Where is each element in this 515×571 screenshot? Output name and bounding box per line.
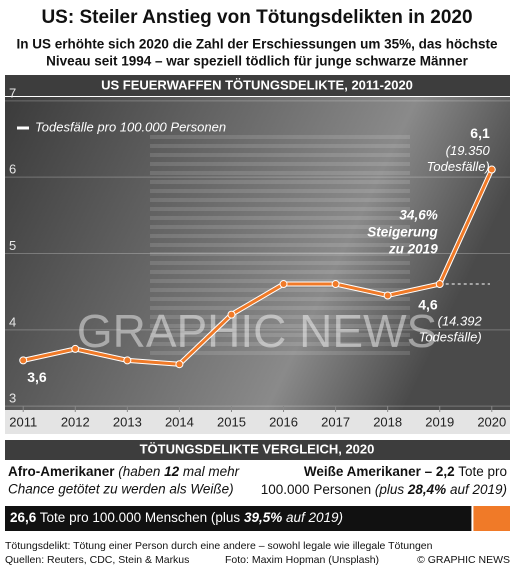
point [123, 356, 132, 365]
watermark: GRAPHIC NEWS [77, 305, 437, 357]
line [22, 168, 494, 366]
x-tick-label: 2018 [373, 414, 402, 429]
x-tick-label: 2012 [61, 414, 90, 429]
value-label: 4,6 [418, 297, 438, 313]
copyright: © GRAPHIC NEWS [417, 554, 510, 566]
section-header [5, 75, 510, 96]
annotation: zu 2019 [388, 242, 438, 257]
chart-title: US FEUERWAFFEN TÖTUNGSDELIKTE, 2011-2020 [101, 77, 413, 92]
point [435, 280, 444, 289]
annotation: (14.392 [438, 313, 483, 328]
annotation: Todesfälle) [419, 329, 482, 344]
photo-credit: Foto: Maxim Hopman (Unsplash) [225, 554, 379, 566]
annotation: 34,6% [399, 208, 437, 223]
comparison-bar [5, 506, 510, 531]
point [175, 360, 184, 369]
plot: GRAPHIC NEWS 3 4 5 6 7 2011 2012 2013 2014 2015 201… [5, 85, 510, 429]
annotation: Steigerung [367, 225, 438, 240]
group-note: 100.000 Personen (plus 28,4% auf 2019) [261, 482, 507, 497]
y-tick-label: 7 [9, 85, 16, 100]
group-note: Chance getötet zu werden als Weiße) [8, 482, 234, 497]
bar-segment [473, 506, 510, 531]
point [71, 344, 80, 353]
x-tick-label: 2014 [165, 414, 194, 429]
footnote: Tötungsdelikt: Tötung einer Person durch… [5, 540, 433, 552]
x-tick-label: 2013 [113, 414, 142, 429]
y-axis-label: Todesfälle pro 100.000 Personen [35, 119, 226, 134]
x-tick-label: 2015 [217, 414, 246, 429]
annotation: (19.350 [446, 143, 491, 158]
group-label: Weiße Amerikaner – 2,2 Tote pro [304, 464, 507, 479]
x-tick-label: 2011 [9, 414, 37, 429]
bar-segment [5, 506, 472, 531]
point [19, 356, 28, 365]
sources: Quellen: Reuters, CDC, Stein & Markus [5, 554, 189, 566]
section-header [5, 440, 510, 460]
title: US: Steiler Anstieg von Tötungsdelikten … [41, 7, 472, 28]
x-axis-band [5, 410, 510, 434]
group-label: Afro-Amerikaner (haben 12 mal mehr [8, 464, 240, 479]
y-tick-label: 4 [9, 314, 16, 329]
photo-blinds [150, 130, 410, 360]
value-label: 3,6 [27, 369, 47, 385]
value-label: 6,1 [470, 125, 490, 141]
point [487, 165, 496, 174]
annotation: Todesfälle) [427, 159, 490, 174]
point [279, 280, 288, 289]
point [383, 291, 392, 300]
point [331, 280, 340, 289]
x-tick-label: 2016 [269, 414, 298, 429]
y-tick-label: 6 [9, 162, 16, 177]
x-tick-label: 2020 [477, 414, 506, 429]
x-tick-label: 2017 [321, 414, 350, 429]
x-tick-label: 2019 [425, 414, 454, 429]
y-tick-label: 5 [9, 238, 16, 253]
subtitle: In US erhöhte sich 2020 die Zahl der Ers… [17, 37, 498, 52]
point [227, 310, 236, 319]
subtitle: Niveau seit 1994 – war speziell tödlich … [46, 54, 468, 69]
chart-title: TÖTUNGSDELIKTE VERGLEICH, 2020 [140, 441, 375, 456]
bar-label: 26,6 Tote pro 100.000 Menschen (plus 39,… [10, 510, 343, 525]
y-tick-label: 3 [9, 391, 16, 406]
